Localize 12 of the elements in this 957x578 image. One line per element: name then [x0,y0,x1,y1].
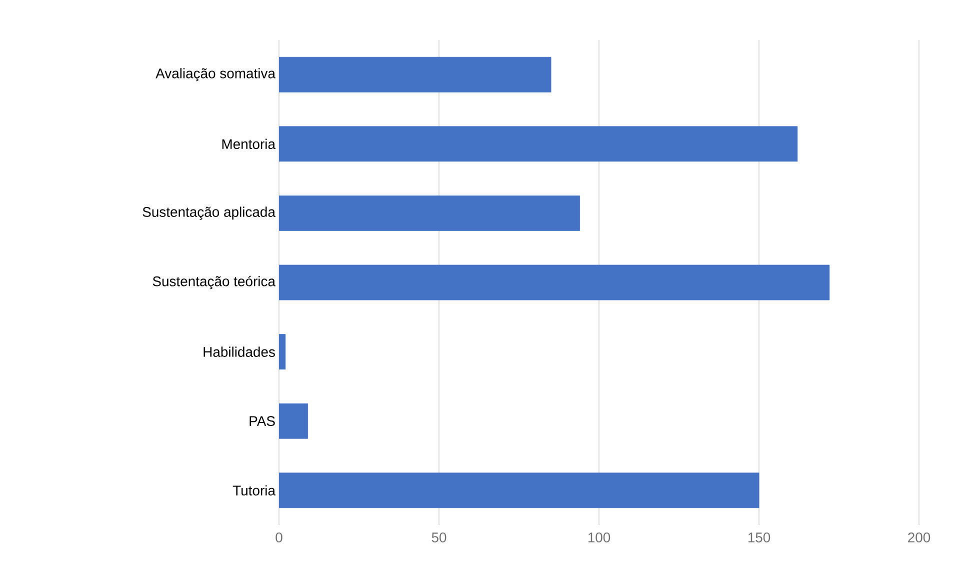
y-tick-label: Sustentação aplicada [142,206,276,220]
y-tick-label: Sustentação teórica [152,276,276,290]
x-tick-label: 150 [748,532,770,542]
y-tick-label: Avaliação somativa [156,68,276,82]
y-tick-label: PAS [250,416,275,426]
y-tick-label: Tutoria [232,485,276,496]
y-tick-label: Habilidades [204,346,275,357]
x-tick-label: 0 [276,532,282,542]
x-tick-label: 200 [908,532,930,542]
x-tick-label: 50 [432,532,446,542]
y-tick-label: Mentoria [222,138,276,150]
x-tick-label: 100 [588,532,610,542]
